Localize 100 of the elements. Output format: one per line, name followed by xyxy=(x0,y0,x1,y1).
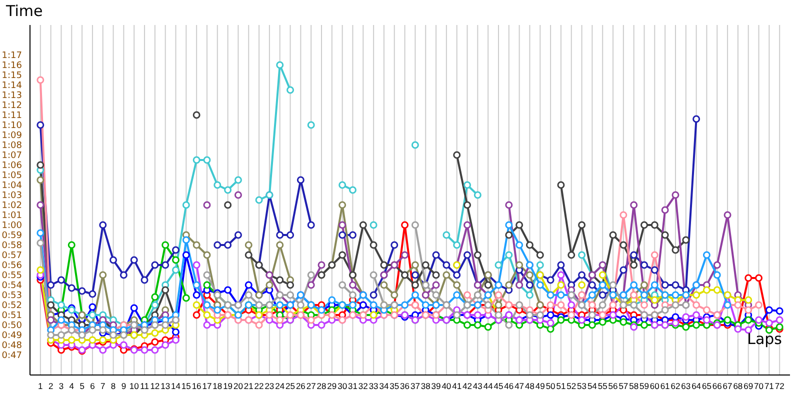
x-tick-label: 29 xyxy=(327,381,337,392)
x-tick-label: 52 xyxy=(566,381,576,392)
x-tick-label: 14 xyxy=(171,381,181,392)
x-tick-label: 72 xyxy=(774,381,785,392)
x-tick-label: 63 xyxy=(681,381,691,392)
y-axis-title: Time xyxy=(6,2,43,20)
x-tick-label: 22 xyxy=(254,381,264,392)
y-tick-label: 1:04 xyxy=(2,181,22,192)
x-tick-label: 54 xyxy=(587,381,598,392)
x-tick-label: 65 xyxy=(702,381,712,392)
x-tick-label: 1 xyxy=(38,381,44,392)
x-tick-label: 41 xyxy=(452,381,462,392)
y-tick-label: 1:08 xyxy=(2,141,22,152)
x-tick-label: 68 xyxy=(733,381,743,392)
x-tick-label: 40 xyxy=(442,381,452,392)
x-tick-label: 28 xyxy=(316,381,326,392)
y-tick-label: 1:07 xyxy=(2,151,22,162)
x-tick-label: 58 xyxy=(629,381,639,392)
x-tick-label: 21 xyxy=(244,381,254,392)
x-tick-label: 51 xyxy=(556,381,566,392)
x-tick-label: 11 xyxy=(140,381,150,392)
x-tick-label: 23 xyxy=(264,381,274,392)
x-tick-label: 70 xyxy=(754,381,764,392)
y-tick-label: 1:13 xyxy=(2,91,22,102)
x-tick-label: 2 xyxy=(48,381,54,392)
y-tick-label: 0:54 xyxy=(2,281,22,292)
x-tick-label: 6 xyxy=(90,381,96,392)
x-tick-label: 56 xyxy=(608,381,618,392)
y-tick-label: 1:15 xyxy=(2,71,22,82)
x-tick-label: 24 xyxy=(275,381,285,392)
x-tick-label: 19 xyxy=(223,381,233,392)
x-tick-label: 37 xyxy=(410,381,420,392)
y-tick-label: 0:57 xyxy=(2,251,22,262)
x-tick-label: 9 xyxy=(121,381,126,392)
x-axis-title: Laps xyxy=(747,330,782,348)
x-tick-label: 38 xyxy=(420,381,431,392)
y-tick-label: 0:55 xyxy=(2,271,22,282)
x-tick-label: 48 xyxy=(524,381,535,392)
y-tick-label: 0:59 xyxy=(2,231,22,242)
x-tick-label: 17 xyxy=(202,381,212,392)
x-tick-label: 50 xyxy=(546,381,556,392)
x-tick-label: 20 xyxy=(233,381,244,392)
y-tick-label: 0:48 xyxy=(2,341,22,352)
x-tick-label: 32 xyxy=(358,381,368,392)
x-tick-label: 71 xyxy=(764,381,774,392)
x-tick-label: 36 xyxy=(400,381,410,392)
x-tick-label: 30 xyxy=(338,381,348,392)
x-tick-label: 44 xyxy=(483,381,494,392)
y-tick-label: 1:00 xyxy=(2,221,22,232)
x-tick-label: 67 xyxy=(722,381,733,392)
y-tick-label: 0:49 xyxy=(2,331,22,342)
y-tick-label: 1:09 xyxy=(2,131,22,142)
x-tick-label: 59 xyxy=(640,381,650,392)
x-tick-label: 62 xyxy=(670,381,680,392)
x-tick-label: 8 xyxy=(110,381,116,392)
y-tick-label: 1:02 xyxy=(2,201,22,212)
x-tick-label: 57 xyxy=(618,381,628,392)
x-tick-label: 33 xyxy=(368,381,379,392)
x-tick-label: 13 xyxy=(160,381,170,392)
x-tick-label: 43 xyxy=(472,381,483,392)
y-tick-label: 0:50 xyxy=(2,321,22,332)
x-tick-label: 46 xyxy=(504,381,514,392)
y-tick-label: 1:10 xyxy=(2,121,22,132)
y-tick-label: 1:17 xyxy=(2,51,22,62)
x-tick-label: 15 xyxy=(181,381,192,392)
x-tick-label: 25 xyxy=(286,381,296,392)
y-tick-label: 0:58 xyxy=(2,241,22,252)
x-tick-label: 55 xyxy=(598,381,608,392)
y-tick-label: 0:52 xyxy=(2,301,22,312)
x-tick-label: 66 xyxy=(712,381,722,392)
x-tick-label: 3 xyxy=(58,381,64,392)
x-tick-label: 34 xyxy=(379,381,389,392)
x-tick-label: 10 xyxy=(129,381,140,392)
x-tick-label: 61 xyxy=(660,381,670,392)
x-tick-label: 47 xyxy=(514,381,524,392)
x-tick-label: 4 xyxy=(69,381,74,392)
x-tick-label: 7 xyxy=(100,381,106,392)
x-tick-label: 35 xyxy=(390,381,400,392)
x-tick-label: 39 xyxy=(431,381,442,392)
y-tick-label: 0:47 xyxy=(2,351,22,362)
y-tick-label: 1:14 xyxy=(2,81,22,92)
y-tick-label: 0:51 xyxy=(2,311,22,322)
x-tick-label: 60 xyxy=(650,381,660,392)
x-tick-label: 45 xyxy=(494,381,504,392)
x-tick-label: 18 xyxy=(212,381,222,392)
x-tick-label: 64 xyxy=(692,381,702,392)
y-tick-label: 1:06 xyxy=(2,161,22,172)
x-tick-label: 5 xyxy=(80,381,85,392)
y-tick-label: 1:05 xyxy=(2,171,22,182)
y-tick-label: 1:11 xyxy=(2,111,22,122)
y-tick-label: 1:12 xyxy=(2,101,22,112)
y-tick-label: 0:53 xyxy=(2,291,22,302)
x-tick-label: 16 xyxy=(192,381,202,392)
x-tick-label: 49 xyxy=(535,381,546,392)
y-tick-label: 1:03 xyxy=(2,191,22,202)
x-tick-label: 31 xyxy=(348,381,358,392)
x-tick-label: 53 xyxy=(577,381,587,392)
x-tick-label: 26 xyxy=(296,381,306,392)
x-tick-label: 27 xyxy=(306,381,316,392)
x-tick-label: 69 xyxy=(744,381,754,392)
